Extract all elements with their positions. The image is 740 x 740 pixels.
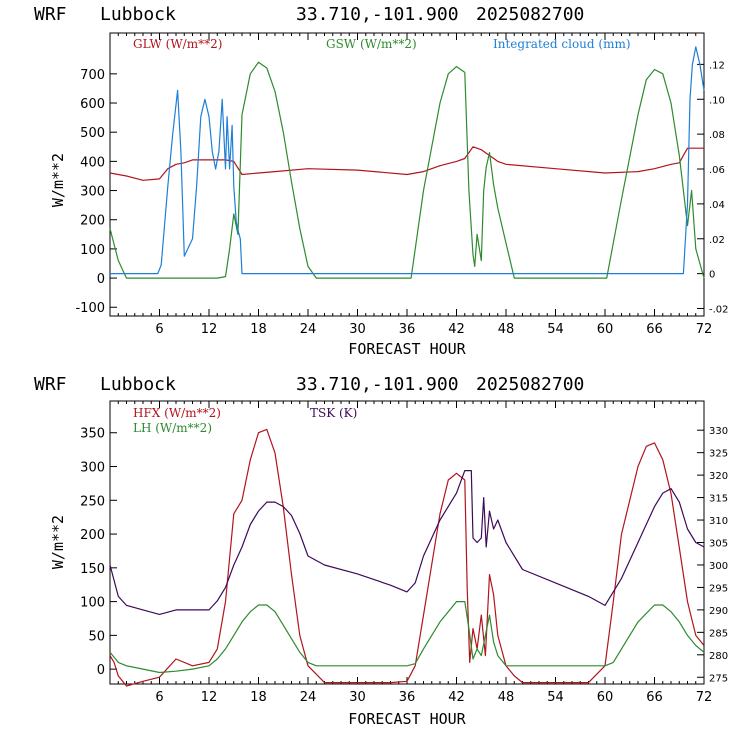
top-x-tick-label: 36	[399, 322, 416, 337]
top-y-tick-label: 0	[97, 272, 105, 287]
top-y2-tick-label: -.02	[709, 305, 729, 316]
top-title-station: Lubbock	[100, 4, 176, 25]
bottom-y-tick-label: 300	[80, 461, 105, 476]
top-y-tick-label: 500	[80, 126, 105, 141]
bottom-x-tick-label: 42	[448, 690, 465, 705]
bottom-y2-tick-label: 300	[709, 561, 728, 572]
legend-lh: LH (W/m**2)	[133, 421, 212, 435]
top-y-tick-label: 100	[80, 243, 105, 258]
bottom-y2-tick-label: 305	[709, 539, 728, 550]
top-x-tick-label: 66	[646, 322, 663, 337]
top-title-coords: 33.710,-101.900	[296, 4, 459, 25]
bottom-x-tick-label: 36	[399, 690, 416, 705]
top-series-gsw-line	[109, 61, 705, 279]
top-legend: GLW (W/m**2) GSW (W/m**2) Integrated clo…	[133, 37, 631, 51]
top-x-tick-label: 42	[448, 322, 465, 337]
legend-gsw: GSW (W/m**2)	[326, 37, 417, 51]
bottom-title-coords: 33.710,-101.900	[296, 374, 459, 395]
bottom-legend: HFX (W/m**2) LH (W/m**2) TSK (K)	[133, 406, 357, 435]
top-x-tick-label: 30	[349, 322, 366, 337]
bottom-series-tsk-line	[109, 470, 705, 615]
top-y-tick-label: 200	[80, 214, 105, 229]
bottom-x-tick-label: 24	[300, 690, 317, 705]
bottom-y2-tick-label: 295	[709, 583, 728, 594]
top-x-tick-label: 60	[597, 322, 614, 337]
bottom-x-tick-label: 18	[250, 690, 267, 705]
top-y-tick-label: 300	[80, 185, 105, 200]
bottom-x-tick-label: 48	[498, 690, 515, 705]
top-title: WRF Lubbock 33.710,-101.900 2025082700	[34, 4, 584, 25]
bottom-title-date: 2025082700	[476, 374, 584, 395]
bottom-x-axis-label: FORECAST HOUR	[348, 710, 466, 728]
legend-hfx: HFX (W/m**2)	[133, 406, 221, 420]
bottom-x-tick-label: 12	[201, 690, 218, 705]
bottom-title: WRF Lubbock 33.710,-101.900 2025082700	[34, 374, 584, 395]
bottom-y2-tick-label: 310	[709, 516, 728, 527]
top-y2-tick-label: .06	[709, 165, 725, 176]
top-y2-tick-label: .04	[709, 200, 725, 211]
bottom-series-hfx-line	[109, 428, 705, 687]
top-title-model: WRF	[34, 4, 67, 25]
top-y2-tick-label: 0	[709, 270, 715, 281]
bottom-y2-tick-label: 290	[709, 606, 728, 617]
bottom-y2-tick-label: 330	[709, 426, 728, 437]
bottom-y-tick-label: 350	[80, 427, 105, 442]
bottom-y-tick-label: 50	[88, 629, 105, 644]
top-x-tick-label: 72	[696, 322, 713, 337]
top-x-tick-label: 54	[547, 322, 564, 337]
bottom-y2-tick-label: 325	[709, 449, 728, 460]
top-y-tick-label: 400	[80, 155, 105, 170]
bottom-y-tick-label: 250	[80, 494, 105, 509]
bottom-x-tick-label: 66	[646, 690, 663, 705]
bottom-x-tick-label: 6	[155, 690, 163, 705]
top-x-tick-label: 6	[155, 322, 163, 337]
top-title-date: 2025082700	[476, 4, 584, 25]
top-y2-tick-label: .02	[709, 235, 725, 246]
bottom-plot-frame	[109, 400, 705, 685]
bottom-y-tick-label: 0	[97, 663, 105, 678]
bottom-y2-tick-label: 320	[709, 471, 728, 482]
top-series-group	[109, 46, 705, 279]
top-y-axis-label: W/m**2	[49, 153, 67, 207]
top-y2-tick-label: .10	[709, 95, 725, 106]
top-y-tick-label: 600	[80, 97, 105, 112]
top-y2-tick-label: .12	[709, 60, 725, 71]
top-y-tick-label: 700	[80, 68, 105, 83]
top-x-tick-label: 18	[250, 322, 267, 337]
bottom-series-lh-line	[109, 601, 705, 674]
legend-tsk: TSK (K)	[310, 406, 357, 420]
bottom-y2-tick-label: 280	[709, 651, 728, 662]
top-series-integrated-line	[110, 46, 705, 275]
legend-glw: GLW (W/m**2)	[133, 37, 222, 51]
bottom-axes: 6 12 18 24 30 36 42 48 54 60 66 72 0 50 100 150 200 250 30…	[80, 401, 728, 705]
top-x-axis-label: FORECAST HOUR	[348, 340, 466, 358]
bottom-title-station: Lubbock	[100, 374, 176, 395]
bottom-y-tick-label: 150	[80, 562, 105, 577]
top-y2-tick-label: .08	[709, 130, 725, 141]
bottom-x-tick-label: 72	[696, 690, 713, 705]
bottom-x-tick-label: 60	[597, 690, 614, 705]
bottom-y2-tick-label: 285	[709, 628, 728, 639]
bottom-x-tick-label: 54	[547, 690, 564, 705]
legend-integrated-cloud: Integrated cloud (mm)	[493, 37, 631, 51]
bottom-y-axis-label: W/m**2	[49, 515, 67, 569]
bottom-title-model: WRF	[34, 374, 67, 395]
bottom-series-group	[109, 428, 705, 687]
bottom-y2-tick-label: 275	[709, 673, 728, 684]
bottom-y-tick-label: 200	[80, 528, 105, 543]
bottom-y2-tick-label: 315	[709, 494, 728, 505]
bottom-x-tick-label: 30	[349, 690, 366, 705]
top-x-tick-label: 12	[201, 322, 218, 337]
top-y-tick-label: -100	[75, 301, 105, 316]
top-x-tick-label: 48	[498, 322, 515, 337]
top-x-tick-label: 24	[300, 322, 317, 337]
top-axes: 6 12 18 24 30 36 42 48 54 60 66 72 -100 0 100 200 300 400…	[75, 33, 729, 337]
bottom-y-tick-label: 100	[80, 596, 105, 611]
